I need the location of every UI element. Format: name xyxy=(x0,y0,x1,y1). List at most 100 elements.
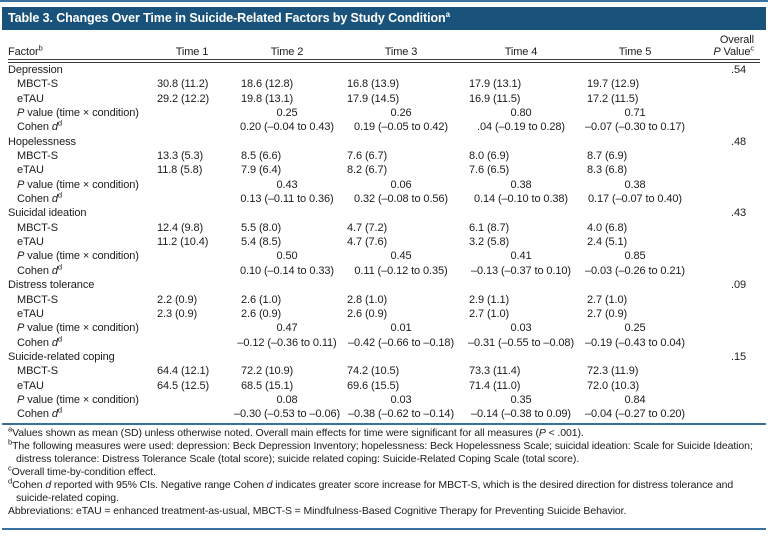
empty-cell xyxy=(150,135,234,149)
p-value: 0.85 xyxy=(624,250,646,263)
mean-sd-value: 2.4 (5.1) xyxy=(587,236,628,249)
footnotes: aValues shown as mean (SD) unless otherw… xyxy=(8,425,760,519)
condition-row-etau: eTAU 64.5 (12.5) 68.5 (15.1) 69.6 (15.5) 71.… xyxy=(8,379,760,393)
cohen-d-value: –0.12 (–0.36 to 0.11) xyxy=(237,336,337,349)
mean-sd-value: 4.7 (7.6) xyxy=(347,236,388,249)
empty-cell xyxy=(234,206,340,220)
condition-row-mbcts: MBCT-S 2.2 (0.9) 2.6 (1.0) 2.8 (1.0) 2.9 (1.… xyxy=(8,293,760,307)
condition-row-mbcts: MBCT-S 30.8 (11.2) 18.6 (12.8) 16.8 (13.9) 1… xyxy=(8,77,760,91)
col-header-overall-p-value: Overall P Valuec xyxy=(690,30,760,63)
cohen-d-value: –0.19 (–0.43 to 0.04) xyxy=(584,336,686,349)
footnote-separator-rule xyxy=(2,422,766,425)
empty-cell xyxy=(690,336,760,350)
p-value: 0.45 xyxy=(390,250,412,263)
empty-cell xyxy=(150,61,234,77)
mean-sd-value: 2.3 (0.9) xyxy=(157,307,198,320)
empty-cell xyxy=(690,407,760,421)
p-value: 0.01 xyxy=(390,322,412,335)
p-value-row: P value (time × condition) 0.47 0.01 0.03 0.… xyxy=(8,321,760,335)
empty-cell xyxy=(462,61,580,77)
mean-sd-value: 71.4 (11.0) xyxy=(469,379,521,392)
col-header-time3: Time 3 xyxy=(340,30,462,63)
p-value: 0.06 xyxy=(390,178,412,191)
cohen-d-value: –0.30 (–0.53 to –0.06) xyxy=(234,408,341,421)
empty-cell xyxy=(690,92,760,106)
row-label: Cohen dd xyxy=(17,405,62,421)
row-label: P value (time × condition) xyxy=(17,250,139,263)
factor-label: Depression xyxy=(8,64,63,76)
cohen-d-value: –0.13 (–0.37 to 0.10) xyxy=(470,264,572,277)
empty-cell xyxy=(690,120,760,134)
p-value: 0.71 xyxy=(624,107,646,120)
mean-sd-value: 30.8 (11.2) xyxy=(157,78,209,91)
table-title-bar: Table 3. Changes Over Time in Suicide-Re… xyxy=(2,7,766,30)
empty-cell xyxy=(690,163,760,177)
p-value: 0.80 xyxy=(510,107,532,120)
empty-cell xyxy=(234,278,340,292)
p-value: 0.03 xyxy=(390,393,412,406)
empty-cell xyxy=(690,106,760,120)
empty-cell xyxy=(690,293,760,307)
p-value: 0.47 xyxy=(276,322,298,335)
factor-label: Hopelessness xyxy=(8,135,76,148)
empty-cell xyxy=(150,120,234,134)
p-value: 0.08 xyxy=(276,393,298,406)
mean-sd-value: 7.9 (6.4) xyxy=(241,164,282,177)
mean-sd-value: 3.2 (5.8) xyxy=(469,236,510,249)
mean-sd-value: 68.5 (15.1) xyxy=(241,379,294,392)
row-label: P value (time × condition) xyxy=(17,322,139,335)
table-title: Table 3. Changes Over Time in Suicide-Re… xyxy=(8,9,450,25)
empty-cell xyxy=(150,278,234,292)
mean-sd-value: 74.2 (10.5) xyxy=(347,365,400,378)
empty-cell xyxy=(150,393,234,407)
empty-cell xyxy=(690,364,760,378)
cohen-d-row: Cohen dd 0.10 (–0.14 to 0.33) 0.11 (–0.12 … xyxy=(8,263,760,278)
mean-sd-value: 2.7 (1.0) xyxy=(587,293,628,306)
col-header-time2: Time 2 xyxy=(234,30,340,63)
mean-sd-value: 8.3 (6.8) xyxy=(587,164,628,177)
cohen-d-value: 0.11 (–0.12 to 0.35) xyxy=(354,264,448,277)
p-value: 0.43 xyxy=(276,178,298,191)
empty-cell xyxy=(150,178,234,192)
empty-cell xyxy=(580,278,690,292)
empty-cell xyxy=(150,407,234,421)
empty-cell xyxy=(150,350,234,364)
empty-cell xyxy=(340,350,462,364)
empty-cell xyxy=(234,135,340,149)
mean-sd-value: 29.2 (12.2) xyxy=(157,92,210,105)
empty-cell xyxy=(150,106,234,120)
top-rule xyxy=(0,0,768,2)
p-value: 0.41 xyxy=(510,250,532,263)
overall-header-line1: Overall xyxy=(719,34,754,46)
factor-label: Distress tolerance xyxy=(8,279,95,292)
empty-cell xyxy=(690,249,760,263)
mean-sd-value: 69.6 (15.5) xyxy=(347,379,400,392)
cohen-d-value: 0.20 (–0.04 to 0.43) xyxy=(239,121,334,134)
table-header: Factorb Time 1 Time 2 Time 3 Time 4 Time… xyxy=(8,30,760,63)
col-header-factor: Factorb xyxy=(8,30,150,63)
mean-sd-value: 16.8 (13.9) xyxy=(347,78,400,91)
cohen-d-value: –0.14 (–0.38 to 0.09) xyxy=(470,408,572,421)
section-row: Hopelessness .48 xyxy=(8,135,760,149)
col-header-time1: Time 1 xyxy=(150,30,234,63)
mean-sd-value: 64.4 (12.1) xyxy=(157,365,210,378)
factor-label: Suicide-related coping xyxy=(8,350,115,363)
mean-sd-value: 8.0 (6.9) xyxy=(469,150,510,163)
mean-sd-value: 7.6 (6.7) xyxy=(347,150,388,163)
empty-cell xyxy=(462,135,580,149)
row-label: eTAU xyxy=(17,164,44,177)
row-label: MBCT-S xyxy=(17,78,58,91)
row-label: MBCT-S xyxy=(17,221,58,234)
section-row: Suicidal ideation .43 xyxy=(8,206,760,220)
row-label: eTAU xyxy=(17,307,44,320)
row-label: Cohen dd xyxy=(17,118,62,134)
cohen-d-value: 0.13 (–0.11 to 0.36) xyxy=(240,193,334,206)
footnote: bThe following measures were used: depre… xyxy=(8,437,753,465)
mean-sd-value: 5.5 (8.0) xyxy=(241,221,282,234)
condition-row-etau: eTAU 11.2 (10.4) 5.4 (8.5) 4.7 (7.6) 3.2 (5.… xyxy=(8,235,760,249)
mean-sd-value: 2.6 (0.9) xyxy=(347,307,388,320)
mean-sd-value: 72.0 (10.3) xyxy=(587,379,640,392)
p-value-row: P value (time × condition) 0.43 0.06 0.38 0.… xyxy=(8,178,760,192)
mean-sd-value: 2.7 (0.9) xyxy=(587,307,628,320)
mean-sd-value: 18.6 (12.8) xyxy=(241,78,294,91)
